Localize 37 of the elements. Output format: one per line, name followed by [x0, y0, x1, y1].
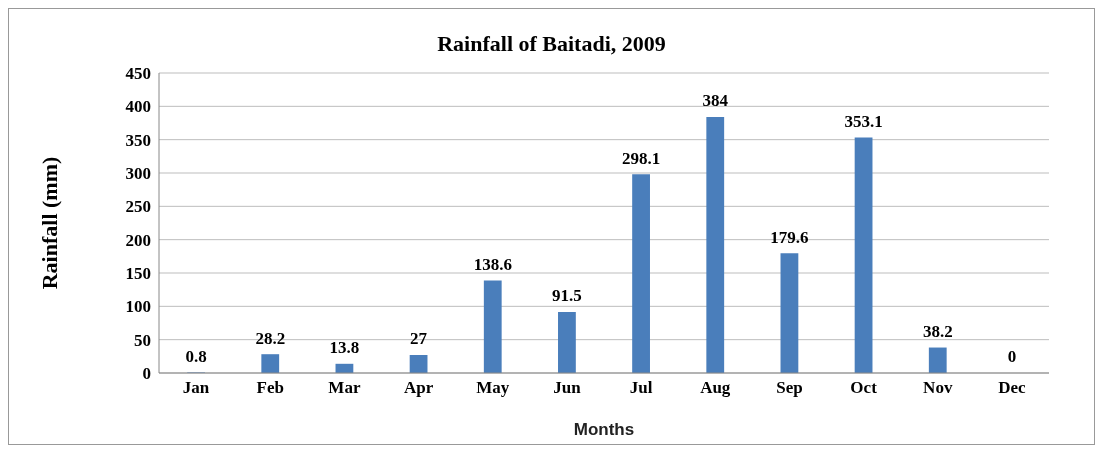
y-tick-label: 100 — [125, 297, 151, 317]
x-tick-label: Dec — [998, 378, 1027, 398]
x-tick-label: May — [476, 378, 510, 398]
data-label: 0.8 — [185, 346, 207, 366]
y-tick-label: 450 — [125, 64, 151, 84]
data-label: 0 — [1007, 347, 1017, 367]
data-label: 27 — [410, 329, 428, 349]
x-tick-label: Jul — [629, 378, 653, 398]
data-label: 28.2 — [255, 328, 286, 348]
y-tick-label: 350 — [125, 130, 151, 150]
data-label: 38.2 — [922, 322, 953, 342]
chart-title: Rainfall of Baitadi, 2009 — [436, 31, 667, 57]
x-tick-label: Sep — [776, 378, 803, 398]
x-tick-label: Jan — [182, 378, 210, 398]
y-axis-title: Rainfall (mm) — [36, 156, 62, 290]
data-label: 179.6 — [770, 227, 809, 247]
y-tick-label: 50 — [134, 330, 151, 350]
data-label: 298.1 — [621, 148, 661, 168]
data-label: 384 — [702, 91, 729, 111]
y-tick-label: 0 — [142, 364, 151, 384]
data-label: 138.6 — [473, 255, 512, 275]
x-tick-label: Aug — [700, 378, 731, 398]
data-label: 13.8 — [329, 338, 360, 358]
x-tick-label: Apr — [403, 378, 434, 398]
x-tick-label: Nov — [923, 378, 953, 398]
data-label: 91.5 — [552, 286, 582, 306]
x-axis-title: Months — [573, 420, 635, 439]
y-tick-label: 400 — [125, 97, 151, 117]
x-tick-label: Oct — [850, 378, 878, 398]
x-tick-label: Jun — [553, 378, 582, 398]
data-label: 353.1 — [844, 112, 883, 132]
x-tick-label: Feb — [256, 378, 284, 398]
y-tick-label: 250 — [125, 197, 151, 217]
y-tick-label: 300 — [125, 164, 151, 184]
y-tick-label: 150 — [125, 264, 151, 284]
y-tick-label: 200 — [125, 230, 151, 250]
x-tick-label: Mar — [328, 378, 361, 398]
